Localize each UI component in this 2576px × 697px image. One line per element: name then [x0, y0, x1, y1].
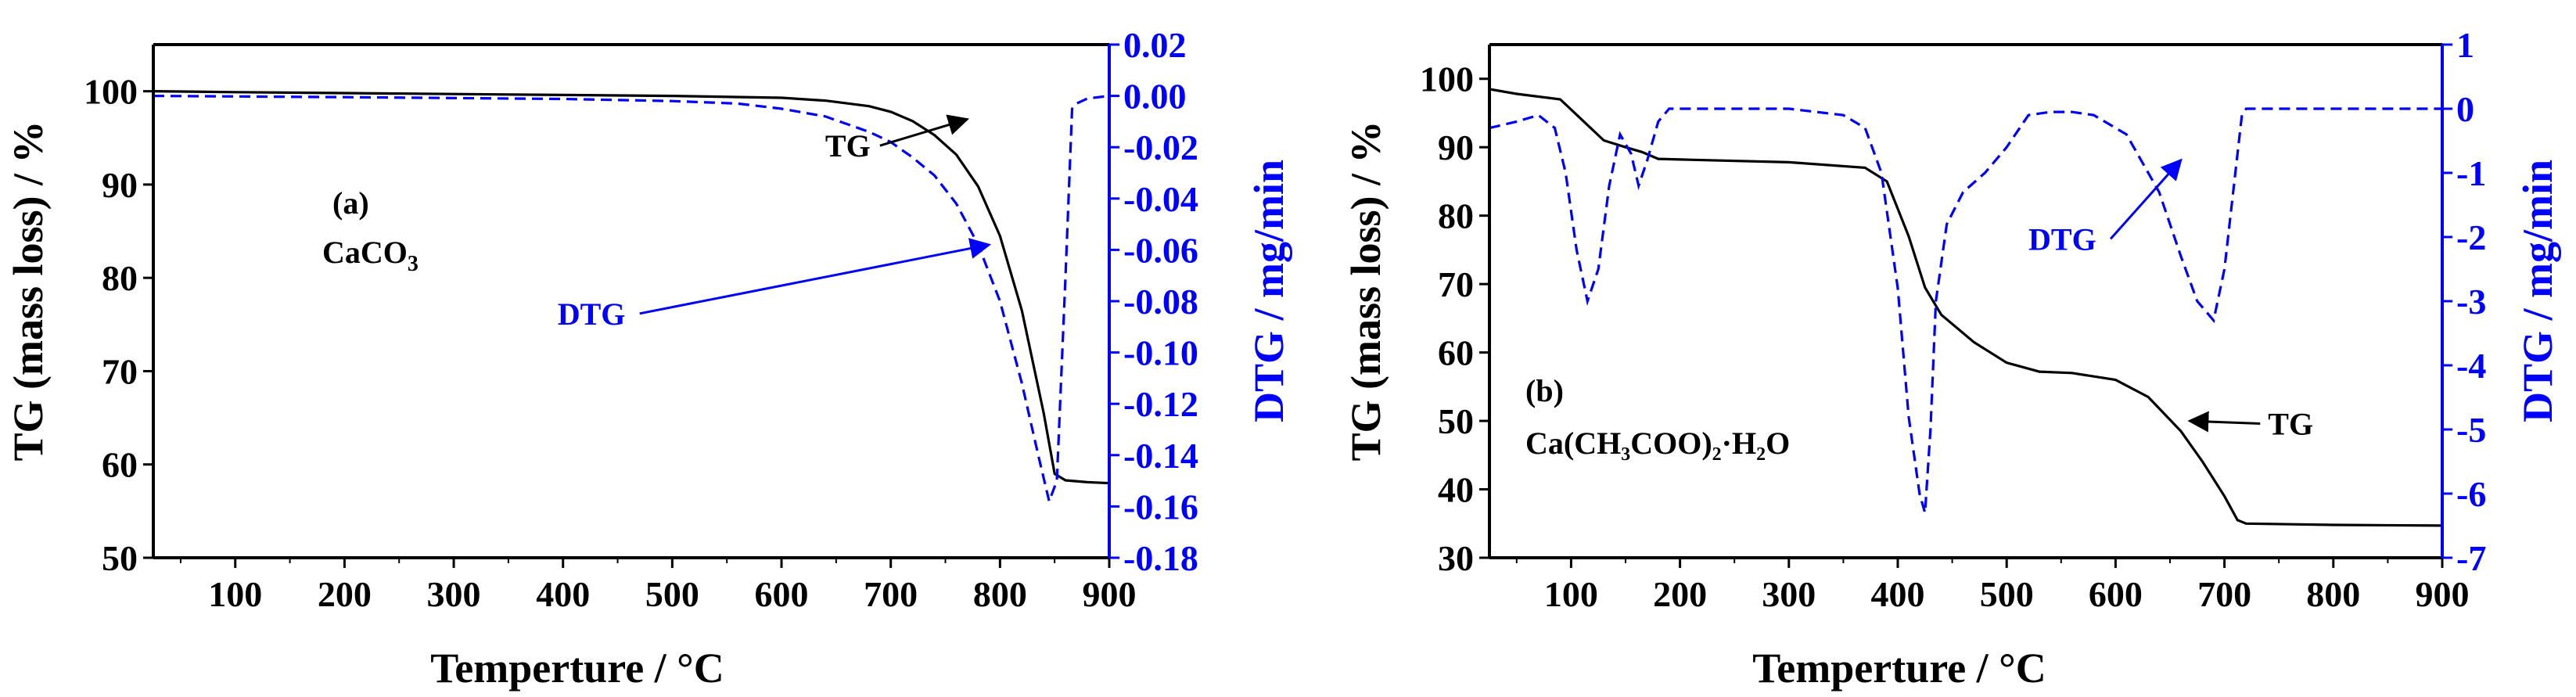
panel-a-y2-tick-label: -0.16: [1123, 487, 1198, 526]
panel-a-tg-annotation: TG: [825, 128, 871, 163]
panel-b-dtg-arrow: [2109, 158, 2183, 240]
panel-a: TG DTG 100 200 300 400 500 600 700 800 900 50 60 70 8…: [5, 25, 1292, 692]
panel-a-x-tick-label: 700: [864, 574, 918, 614]
panel-b-y-tick-label: 40: [1438, 470, 1474, 510]
panel-a-x-tick-label: 900: [1083, 574, 1137, 614]
panel-b-y-axis-title: TG (mass loss) / %: [1342, 120, 1389, 461]
panel-b-dtg-annotation: DTG: [2028, 221, 2096, 257]
panel-a-x-tick-label: 300: [427, 574, 481, 614]
panel-a-dtg-curve: [153, 95, 1110, 506]
panel-b-y2-tick-label: -2: [2456, 217, 2486, 257]
panel-b-x-tick-label: 100: [1544, 574, 1598, 614]
panel-b-y-tick-label: 50: [1438, 401, 1474, 441]
panel-a-series: TG DTG: [153, 90, 1110, 506]
panel-b-y-tick-label: 90: [1438, 128, 1474, 167]
panel-a-y2-tick-label: -0.06: [1123, 230, 1198, 270]
panel-a-y-tick-label: 50: [102, 538, 138, 578]
panel-b-ticks: 100 200 300 400 500 600 700 800 9003040506070809…: [1420, 25, 2486, 614]
panel-a-x-tick-label: 200: [318, 574, 372, 614]
panel-b-x-tick-label: 300: [1762, 574, 1816, 614]
panel-a-y2-tick-label: -0.18: [1123, 538, 1198, 578]
panel-b-label: (b): [1525, 373, 1564, 408]
panel-a-sample-subscript: 3: [408, 252, 419, 276]
panel-a-label: (a): [332, 185, 369, 221]
panel-a-y2-tick-label: -0.08: [1123, 282, 1198, 322]
panel-a-sample-main: CaCO: [322, 235, 408, 270]
panel-a-y-tick-label: 100: [84, 72, 138, 112]
panel-b-x-tick-label: 200: [1653, 574, 1707, 614]
panel-a-y2-tick-label: -0.10: [1123, 333, 1198, 373]
panel-b-tg-annotation: TG: [2268, 407, 2313, 442]
panel-b-x-tick-label: 800: [2306, 574, 2360, 614]
panel-a-y-tick-label: 90: [102, 165, 138, 205]
panel-a-x-tick-label: 500: [645, 574, 699, 614]
panel-a-y2-tick-label: 0.02: [1123, 25, 1187, 65]
panel-b-x-tick-label: 400: [1871, 574, 1925, 614]
panel-b-frame: [1488, 43, 2444, 559]
panel-b-y-tick-label: 70: [1438, 264, 1474, 304]
panel-a-y-tick-label: 60: [102, 445, 138, 485]
panel-a-x-tick-label: 600: [755, 574, 809, 614]
panel-a-tg-curve: [153, 90, 1110, 485]
panel-b-dtg-curve: [1489, 107, 2442, 514]
panel-a-y2-tick-label: -0.02: [1123, 128, 1198, 167]
panel-a-y-tick-label: 70: [102, 351, 138, 391]
panel-b-x-tick-label: 500: [1980, 574, 2034, 614]
panel-a-y2-tick-label: -0.04: [1123, 179, 1198, 219]
panel-b-y2-tick-label: -1: [2456, 153, 2486, 193]
panel-b-y-tick-label: 60: [1438, 333, 1474, 373]
panel-b-x-axis-title: Temperture / °C: [1752, 645, 2046, 692]
panel-b-y-tick-label: 80: [1438, 196, 1474, 236]
panel-b-y-tick-label: 100: [1420, 59, 1474, 99]
panel-a-dtg-annotation: DTG: [558, 296, 626, 332]
panel-b-y2-tick-label: -4: [2456, 346, 2486, 386]
panel-b-y2-tick-label: -7: [2456, 538, 2486, 578]
panel-a-sample-label: CaCO3: [322, 235, 419, 276]
panel-b-y2-tick-label: -6: [2456, 474, 2486, 514]
panel-a-ticks: 100 200 300 400 500 600 700 800 900 50 60 70 80 90 100…: [84, 25, 1198, 614]
panel-a-y-axis-title: TG (mass loss) / %: [5, 120, 52, 461]
panel-b-x-tick-label: 900: [2416, 574, 2470, 614]
panel-a-x-axis-title: Temperture / °C: [430, 645, 724, 692]
panel-b-y2-tick-label: -5: [2456, 410, 2486, 450]
panel-a-x-tick-label: 800: [973, 574, 1027, 614]
panel-a-y2-tick-label: -0.12: [1123, 384, 1198, 424]
panel-b-y2-tick-label: -3: [2456, 282, 2486, 322]
panel-b-x-tick-label: 700: [2197, 574, 2251, 614]
panel-b-tg-arrow: [2187, 411, 2261, 433]
panel-a-y2-tick-label: -0.14: [1123, 436, 1198, 476]
panel-a-x-tick-label: 400: [536, 574, 590, 614]
panel-a-tg-arrow: [879, 114, 970, 147]
panel-b-y2-tick-label: 0: [2456, 89, 2474, 129]
panel-b-tg-curve: [1489, 88, 2443, 527]
panel-a-y2-axis-title: DTG / mg/min: [1245, 160, 1292, 422]
panel-a-x-tick-label: 100: [208, 574, 262, 614]
panel-a-frame: [152, 43, 1111, 559]
panel-a-dtg-arrow: [639, 238, 992, 315]
panel-a-y2-tick-label: 0.00: [1123, 77, 1187, 117]
panel-b-y2-tick-label: 1: [2456, 25, 2474, 65]
panel-b-sample-label: Ca(CH₃COO)₂·H₂O: [1525, 426, 1790, 461]
panel-b-x-tick-label: 600: [2089, 574, 2143, 614]
panel-a-y-tick-label: 80: [102, 258, 138, 298]
panel-b-y-tick-label: 30: [1438, 538, 1474, 578]
panel-b-series: TG DTG: [1489, 88, 2443, 527]
panel-b-y2-axis-title: DTG / mg/min: [2514, 160, 2561, 422]
